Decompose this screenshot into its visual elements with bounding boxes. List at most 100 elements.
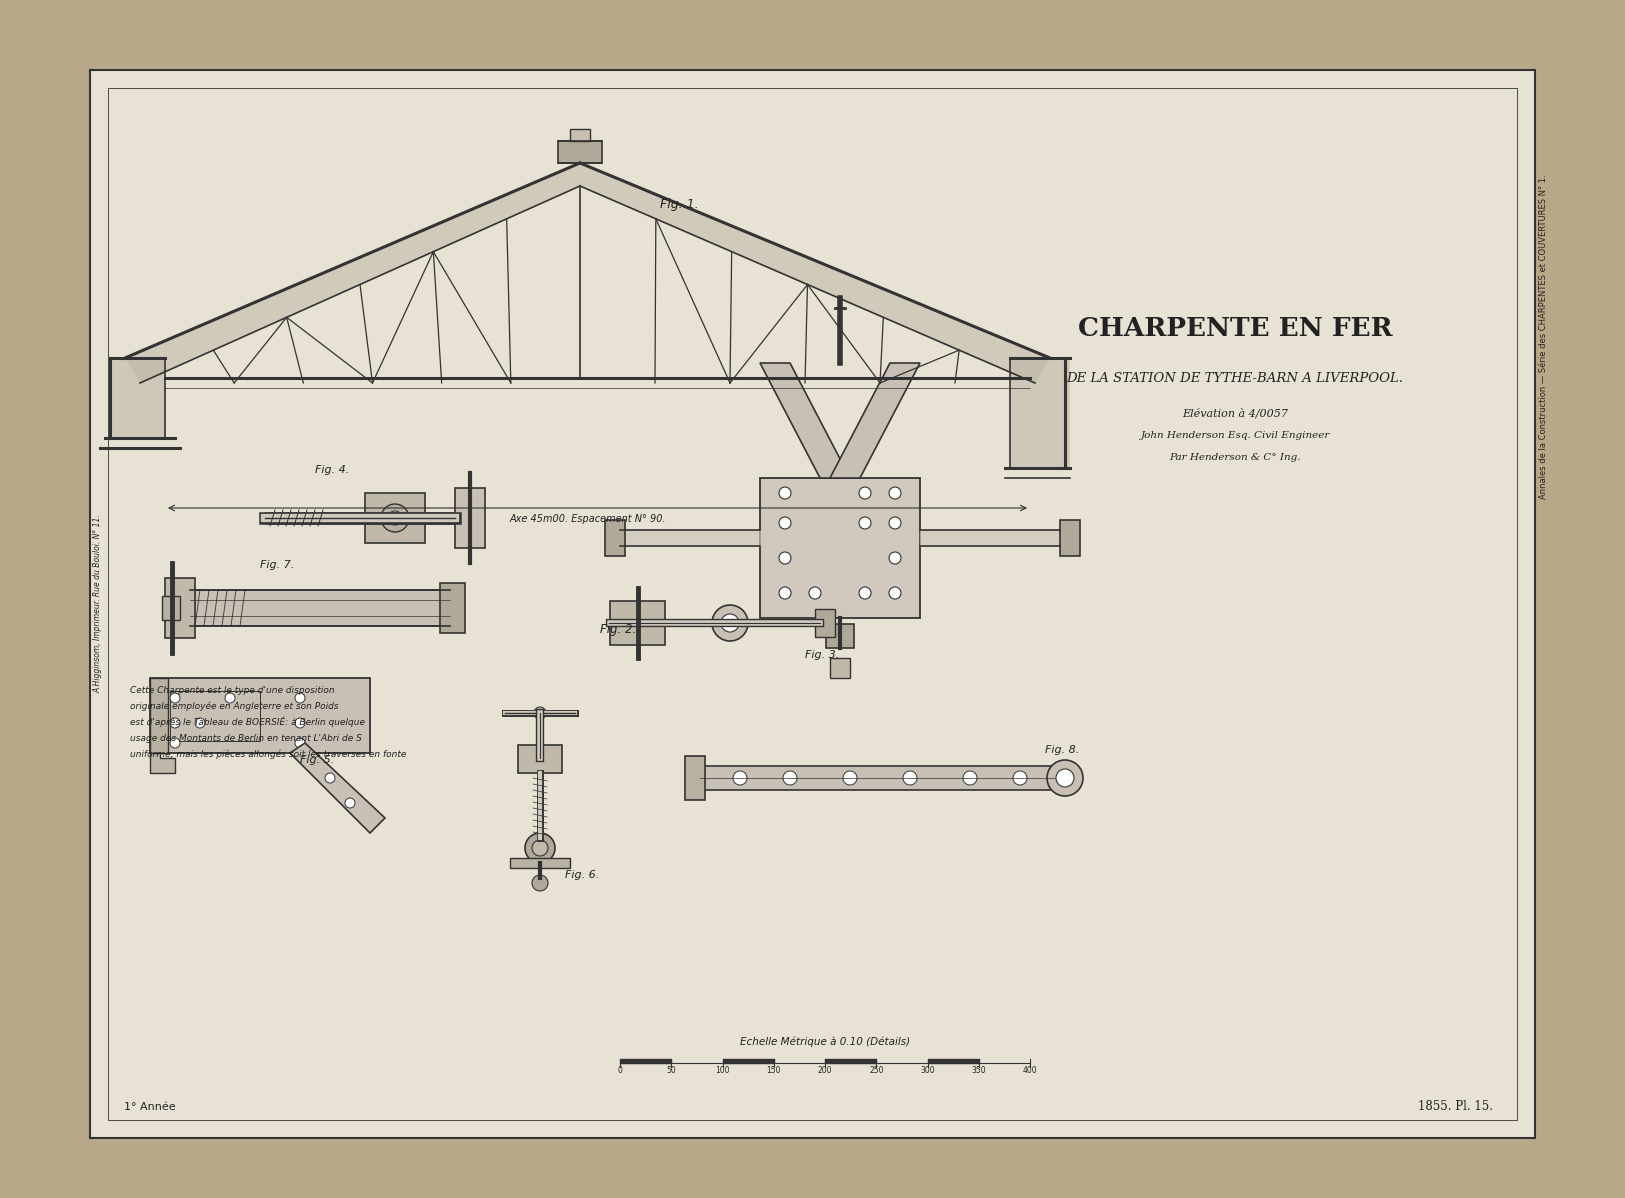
Text: 150: 150 [767, 1066, 782, 1075]
Circle shape [778, 552, 791, 564]
Bar [171, 691, 260, 742]
Circle shape [860, 587, 871, 599]
Text: usage des Montants de Berlin en tenant L'Abri de S: usage des Montants de Berlin en tenant L… [130, 734, 362, 743]
Text: Echelle Métrique à 0.10 (Détails): Echelle Métrique à 0.10 (Détails) [739, 1036, 910, 1047]
Circle shape [531, 840, 548, 857]
Bar [830, 658, 850, 678]
Text: Fig. 6.: Fig. 6. [566, 870, 600, 881]
Text: originale employée en Angleterre et son Poids: originale employée en Angleterre et son … [130, 702, 338, 710]
Bar [150, 678, 370, 754]
Text: Fig. 7.: Fig. 7. [260, 559, 294, 570]
Text: Annales de la Construction — Série des CHARPENTES et COUVERTURES N° 1.: Annales de la Construction — Série des C… [1539, 175, 1547, 500]
Text: est d'après le Tableau de BOERSIÉ: à Berlin quelque: est d'après le Tableau de BOERSIÉ: à Ber… [130, 716, 366, 727]
Text: 1855. Pl. 15.: 1855. Pl. 15. [1417, 1100, 1492, 1113]
Text: 350: 350 [972, 1066, 986, 1075]
Text: 50: 50 [666, 1066, 676, 1075]
Text: Axe 45m00. Espacement N° 90.: Axe 45m00. Espacement N° 90. [509, 514, 666, 524]
Circle shape [964, 772, 977, 785]
Text: Elévation à 4/0057: Elévation à 4/0057 [1181, 407, 1289, 418]
Text: 300: 300 [920, 1066, 934, 1075]
Text: Fig. 8.: Fig. 8. [1045, 745, 1079, 755]
Text: Fig. 5.: Fig. 5. [301, 755, 335, 766]
Bar [570, 129, 590, 141]
Bar [440, 583, 465, 633]
Text: Cette Charpente est le type d'une disposition: Cette Charpente est le type d'une dispos… [130, 686, 335, 695]
Circle shape [860, 518, 871, 530]
Text: DE LA STATION DE TYTHE-BARN A LIVERPOOL.: DE LA STATION DE TYTHE-BARN A LIVERPOOL. [1066, 371, 1404, 385]
Text: uniforme, mais les pièces allongés soit les traverses en fonte: uniforme, mais les pièces allongés soit … [130, 750, 406, 760]
Text: Fig. 1.: Fig. 1. [660, 198, 699, 211]
Circle shape [778, 587, 791, 599]
Circle shape [889, 518, 900, 530]
Circle shape [778, 518, 791, 530]
Bar [686, 756, 705, 800]
Text: 200: 200 [817, 1066, 832, 1075]
Circle shape [388, 512, 401, 525]
Bar [609, 601, 665, 645]
Bar [826, 624, 855, 648]
Circle shape [904, 772, 916, 785]
Text: CHARPENTE EN FER: CHARPENTE EN FER [1077, 315, 1393, 340]
Circle shape [525, 833, 556, 863]
Text: Fig. 3.: Fig. 3. [804, 651, 838, 660]
Circle shape [171, 692, 180, 703]
Polygon shape [760, 363, 850, 478]
Circle shape [733, 772, 748, 785]
Circle shape [535, 707, 546, 719]
Circle shape [722, 615, 739, 633]
Bar [366, 494, 426, 543]
Circle shape [783, 772, 796, 785]
Polygon shape [289, 743, 385, 833]
Circle shape [344, 798, 354, 807]
Text: 400: 400 [1022, 1066, 1037, 1075]
Circle shape [195, 718, 205, 728]
Bar [816, 609, 835, 637]
Polygon shape [830, 363, 920, 478]
Circle shape [712, 605, 748, 641]
Text: John Henderson Esq. Civil Engineer: John Henderson Esq. Civil Engineer [1141, 431, 1329, 441]
Bar [166, 577, 195, 639]
Circle shape [531, 875, 548, 891]
Polygon shape [150, 754, 176, 773]
Bar [518, 745, 562, 773]
Circle shape [171, 738, 180, 748]
Circle shape [171, 718, 180, 728]
Polygon shape [760, 478, 920, 618]
Bar [1011, 358, 1069, 468]
Circle shape [224, 692, 236, 703]
Bar [150, 678, 167, 754]
Text: A Higginsom, Imprimeur. Rue du Bouloi. N° 11.: A Higginsom, Imprimeur. Rue du Bouloi. N… [94, 515, 102, 694]
Bar [1060, 520, 1081, 556]
Text: Fig. 4.: Fig. 4. [315, 465, 349, 474]
Circle shape [889, 552, 900, 564]
Bar [700, 766, 1055, 789]
Circle shape [325, 773, 335, 783]
Bar [162, 595, 180, 621]
Circle shape [1046, 760, 1082, 795]
Circle shape [889, 587, 900, 599]
Text: 1° Année: 1° Année [124, 1102, 176, 1112]
Circle shape [1012, 772, 1027, 785]
Circle shape [1056, 769, 1074, 787]
Polygon shape [125, 163, 580, 383]
Polygon shape [580, 163, 1050, 383]
Text: Par Henderson & C° Ing.: Par Henderson & C° Ing. [1170, 454, 1300, 462]
Circle shape [296, 692, 306, 703]
Circle shape [296, 738, 306, 748]
Text: 0: 0 [618, 1066, 622, 1075]
Circle shape [809, 587, 821, 599]
Bar [604, 520, 626, 556]
Circle shape [860, 488, 871, 500]
Bar [107, 87, 1518, 1120]
Polygon shape [455, 488, 484, 547]
Circle shape [843, 772, 856, 785]
Circle shape [778, 488, 791, 500]
Text: 250: 250 [869, 1066, 884, 1075]
Text: 100: 100 [715, 1066, 730, 1075]
Bar [510, 858, 570, 869]
Circle shape [889, 488, 900, 500]
Bar [89, 69, 1536, 1138]
Circle shape [296, 718, 306, 728]
Circle shape [380, 504, 410, 532]
Bar [190, 589, 450, 627]
